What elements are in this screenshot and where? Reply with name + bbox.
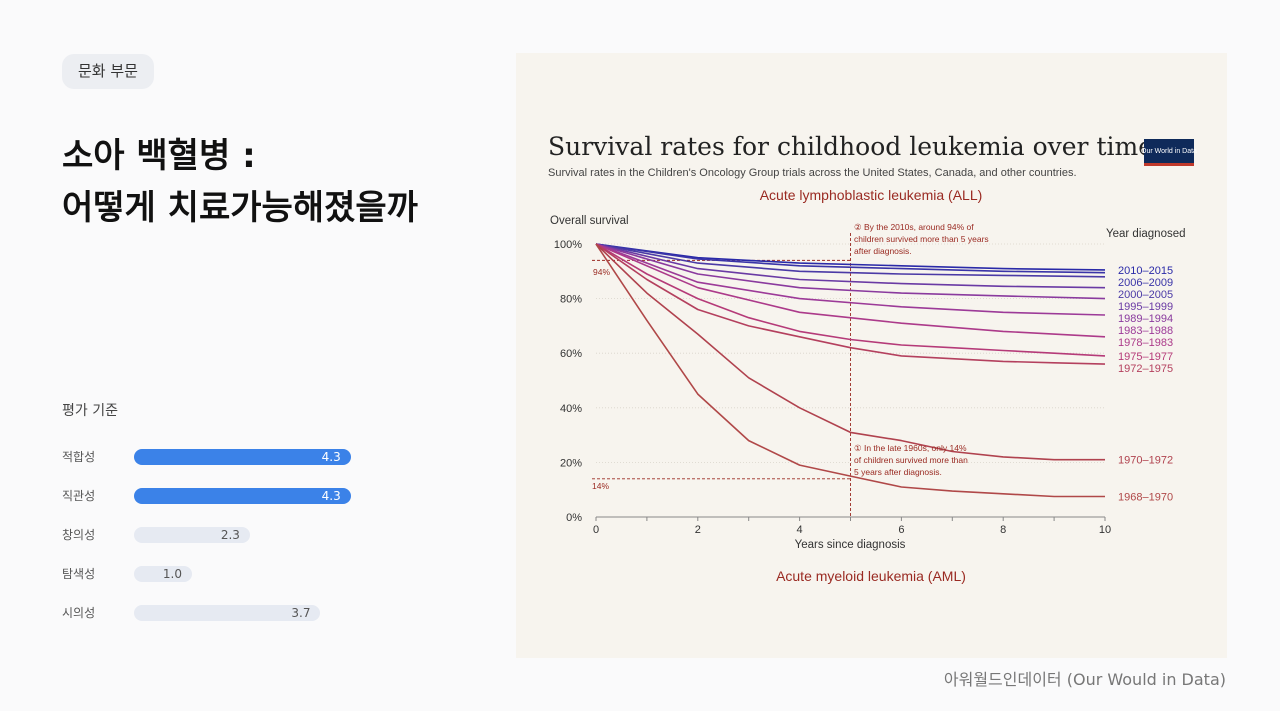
legend-label: 2006–2009: [1118, 277, 1173, 289]
survival-chart: Survival rates for childhood leukemia ov…: [548, 132, 1197, 584]
criteria-bar: 1.0: [134, 566, 192, 582]
axis-layer: 0% 20% 40% 60% 80% 100% 0 2 4 6 8 10: [554, 239, 1111, 536]
series-line: [595, 243, 1106, 316]
series-line: [595, 243, 1105, 498]
annotation-94-line2: children survived more than 5 years: [854, 234, 989, 244]
headline-line-1: 소아 백혈병 :: [62, 136, 256, 176]
criteria-title: 평가 기준: [62, 403, 118, 419]
y-axis-label: Overall survival: [550, 215, 629, 227]
criteria-value: 4.3: [321, 489, 341, 503]
series-line: [595, 243, 1106, 278]
criteria-row: 탐색성 1.0: [62, 566, 402, 582]
page-title: 소아 백혈병 : 어떻게 치료가능해졌을까: [62, 130, 502, 234]
y-tick-label: 100%: [554, 239, 582, 251]
criteria-row: 창의성 2.3: [62, 527, 402, 543]
criteria-label: 적합성: [62, 450, 96, 464]
annotation-94-line1: ② By the 2010s, around 94% of: [854, 222, 974, 232]
y-tick-label: 40%: [560, 403, 582, 415]
series-line: [595, 243, 1106, 338]
headline-line-2: 어떻게 치료가능해졌을까: [62, 188, 418, 228]
series-line: [595, 243, 1106, 357]
criteria-track: 1.0: [134, 566, 386, 582]
y-tick-label: 0%: [566, 512, 582, 524]
legend-label: 2000–2005: [1118, 289, 1173, 301]
y-tick-label: 80%: [560, 294, 582, 306]
series-line: [595, 243, 1106, 271]
legend-label: 2010–2015: [1118, 265, 1173, 277]
y-tick-label: 20%: [560, 457, 582, 469]
criteria-bar: 2.3: [134, 527, 250, 543]
x-tick-label: 4: [797, 524, 803, 536]
section-title-aml: Acute myeloid leukemia (AML): [776, 568, 966, 584]
legend-label: 1975–1977: [1118, 351, 1173, 363]
criteria-bar: 4.3: [134, 488, 351, 504]
x-tick-label: 0: [593, 524, 599, 536]
annotation-14: ① In the late 1960s, only 14% of childre…: [592, 443, 968, 491]
criteria-value: 1.0: [162, 567, 182, 581]
criteria-bar: 4.3: [134, 449, 351, 465]
criteria-value: 3.7: [291, 606, 311, 620]
criteria-row: 시의성 3.7: [62, 605, 402, 621]
criteria-track: 3.7: [134, 605, 386, 621]
series-line: [595, 243, 1105, 461]
legend-label: 1989–1994: [1118, 313, 1173, 325]
legend-label: 1968–1970: [1118, 492, 1173, 504]
series-line: [595, 243, 1106, 274]
series-line: [595, 243, 1106, 300]
annotation-14-line2: of children survived more than: [854, 455, 968, 465]
criteria-label: 시의성: [62, 606, 96, 620]
legend-layer: 2010–20152006–20092000–20051995–19991989…: [1118, 265, 1173, 504]
chart-title: Survival rates for childhood leukemia ov…: [548, 132, 1153, 161]
annotation-94-line3: after diagnosis.: [854, 246, 912, 256]
annotation-94: ② By the 2010s, around 94% of children s…: [593, 222, 989, 277]
source-caption: 아워월드인데이터 (Our Would in Data): [943, 670, 1226, 689]
criteria-label: 창의성: [62, 528, 96, 542]
criteria-label: 직관성: [62, 489, 96, 503]
annotation-14-line3: 5 years after diagnosis.: [854, 467, 942, 477]
x-tick-label: 8: [1000, 524, 1006, 536]
chart-panel: Survival rates for childhood leukemia ov…: [516, 53, 1227, 658]
section-title-all: Acute lymphoblastic leukemia (ALL): [760, 187, 983, 203]
legend-label: 1983–1988: [1118, 325, 1173, 337]
criteria-value: 2.3: [220, 528, 240, 542]
criteria-track: 2.3: [134, 527, 386, 543]
criteria-track: 4.3: [134, 488, 386, 504]
criteria-label: 탐색성: [62, 567, 96, 581]
series-line: [595, 243, 1106, 289]
y-tick-label: 60%: [560, 348, 582, 360]
criteria-row: 적합성 4.3: [62, 449, 402, 465]
legend-title: Year diagnosed: [1106, 228, 1186, 240]
annotation-94-value: 94%: [593, 267, 610, 277]
x-tick-label: 10: [1099, 524, 1111, 536]
legend-label: 1970–1972: [1118, 455, 1173, 467]
x-tick-label: 6: [898, 524, 904, 536]
criteria-row: 직관성 4.3: [62, 488, 402, 504]
series-layer: [595, 243, 1106, 498]
x-axis-label: Years since diagnosis: [795, 539, 906, 551]
criteria-track: 4.3: [134, 449, 386, 465]
criteria-value: 4.3: [321, 450, 341, 464]
series-line: [595, 243, 1106, 365]
annotation-14-value: 14%: [592, 481, 609, 491]
x-tick-label: 2: [695, 524, 701, 536]
annotation-14-line1: ① In the late 1960s, only 14%: [854, 443, 967, 453]
owid-logo: Our World in Data: [1141, 139, 1197, 166]
owid-logo-text: Our World in Data: [1141, 148, 1197, 155]
legend-label: 1978–1983: [1118, 337, 1173, 349]
legend-label: 1995–1999: [1118, 301, 1173, 313]
legend-label: 1972–1975: [1118, 363, 1173, 375]
criteria-bar: 3.7: [134, 605, 321, 621]
category-chip: 문화 부문: [62, 54, 154, 89]
reference-lines: [592, 233, 851, 517]
chart-subtitle: Survival rates in the Children's Oncolog…: [548, 167, 1077, 179]
